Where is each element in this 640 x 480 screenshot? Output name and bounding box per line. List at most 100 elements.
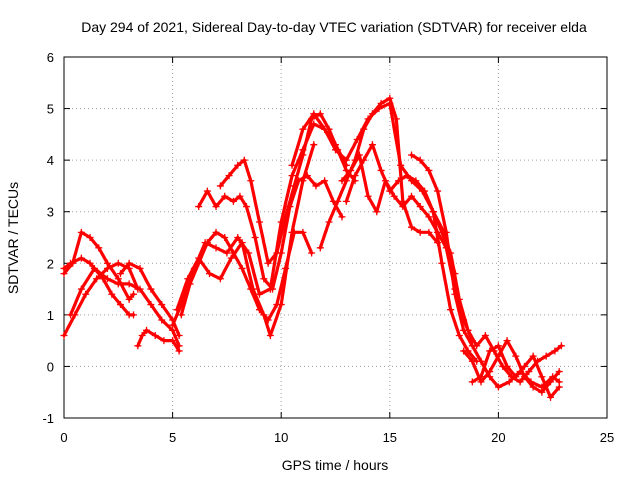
data-point-marker: [86, 259, 94, 267]
y-tick-label: 5: [47, 102, 54, 117]
data-point-marker: [512, 373, 520, 381]
data-point-marker: [203, 239, 211, 247]
plot-frame: [63, 56, 608, 419]
data-point-marker: [412, 177, 420, 185]
data-point-marker: [494, 383, 502, 391]
data-point-marker: [516, 378, 524, 386]
data-point-marker: [512, 352, 520, 360]
x-tick-label: 5: [169, 430, 176, 445]
data-point-marker: [103, 259, 111, 267]
data-point-marker: [77, 254, 85, 262]
axis-ticks: 0 5 10 15 20 25 -1 0 1 2 3 4 5 6: [42, 50, 614, 445]
y-axis-label: SDTVAR / TECUs: [5, 182, 21, 294]
data-point-marker: [455, 295, 463, 303]
data-point-marker: [377, 99, 385, 107]
data-point-marker: [175, 331, 183, 339]
data-point-marker: [399, 203, 407, 211]
data-point-marker: [277, 301, 285, 309]
data-point-marker: [538, 373, 546, 381]
y-tick-label: 3: [47, 205, 54, 220]
data-point-marker: [288, 228, 296, 236]
data-point-marker: [505, 378, 513, 386]
data-point-marker: [288, 172, 296, 180]
x-tick-label: 0: [60, 430, 67, 445]
series-trace-8: [177, 228, 316, 324]
data-point-marker: [421, 187, 429, 195]
data-point-marker: [473, 342, 481, 350]
data-point-marker: [503, 362, 511, 370]
data-point-marker: [332, 146, 339, 154]
data-point-marker: [299, 125, 307, 133]
data-point-marker: [520, 373, 528, 381]
data-point-marker: [538, 388, 546, 396]
grid-lines: [64, 57, 607, 418]
x-tick-label: 20: [491, 430, 505, 445]
data-point-marker: [69, 259, 77, 267]
data-point-marker: [525, 368, 533, 376]
data-point-marker: [240, 156, 248, 164]
data-point-marker: [355, 151, 363, 159]
data-point-marker: [249, 285, 257, 293]
x-tick-label: 15: [383, 430, 397, 445]
series-line: [197, 174, 344, 291]
data-point-marker: [368, 141, 376, 149]
data-point-marker: [486, 368, 494, 376]
series-trace-10: [195, 172, 346, 293]
data-point-marker: [206, 270, 214, 278]
data-point-marker: [338, 177, 346, 185]
data-point-marker: [114, 280, 122, 288]
data-point-marker: [212, 244, 220, 252]
data-point-marker: [325, 218, 333, 226]
x-axis-label: GPS time / hours: [282, 457, 389, 473]
data-point-marker: [360, 156, 368, 164]
data-point-marker: [223, 249, 231, 257]
y-tick-label: 0: [47, 359, 54, 374]
data-point-marker: [364, 192, 372, 200]
series-trace-9: [173, 141, 318, 339]
data-point-marker: [551, 347, 559, 355]
series-trace-16: [408, 151, 563, 391]
data-point-marker: [481, 331, 489, 339]
data-point-marker: [312, 182, 320, 190]
data-point-marker: [116, 301, 124, 309]
data-point-marker: [394, 177, 402, 185]
data-point-marker: [368, 110, 376, 118]
data-point-marker: [455, 331, 463, 339]
data-point-marker: [468, 357, 476, 365]
data-point-marker: [169, 321, 177, 329]
data-point-marker: [321, 125, 329, 133]
data-point-marker: [416, 228, 424, 236]
chart-title: Day 294 of 2021, Sidereal Day-to-day VTE…: [81, 19, 587, 35]
data-point-marker: [299, 228, 307, 236]
data-point-marker: [147, 301, 155, 309]
data-point-marker: [494, 342, 502, 350]
data-point-marker: [147, 285, 155, 293]
series-trace-3: [60, 228, 138, 303]
data-point-marker: [438, 228, 446, 236]
series-line: [175, 143, 316, 338]
data-point-marker: [134, 342, 142, 350]
data-point-marker: [195, 203, 203, 211]
data-point-marker: [130, 290, 138, 298]
data-point-marker: [373, 208, 381, 216]
data-point-marker: [177, 311, 185, 319]
y-tick-label: 6: [47, 50, 54, 65]
series-line: [179, 230, 314, 322]
data-point-marker: [425, 213, 433, 221]
y-tick-label: 1: [47, 308, 54, 323]
data-point-marker: [77, 228, 85, 236]
data-point-marker: [416, 203, 424, 211]
data-point-marker: [434, 187, 442, 195]
data-point-marker: [238, 239, 246, 247]
data-point-marker: [216, 275, 224, 283]
data-point-marker: [234, 234, 242, 241]
data-point-marker: [158, 301, 166, 309]
data-point-marker: [310, 110, 318, 118]
data-point-marker: [234, 161, 242, 169]
data-point-marker: [555, 368, 563, 376]
data-point-marker: [60, 331, 68, 339]
data-point-marker: [103, 275, 111, 283]
data-point-marker: [212, 203, 220, 211]
data-point-marker: [429, 208, 437, 216]
data-point-marker: [255, 218, 263, 226]
